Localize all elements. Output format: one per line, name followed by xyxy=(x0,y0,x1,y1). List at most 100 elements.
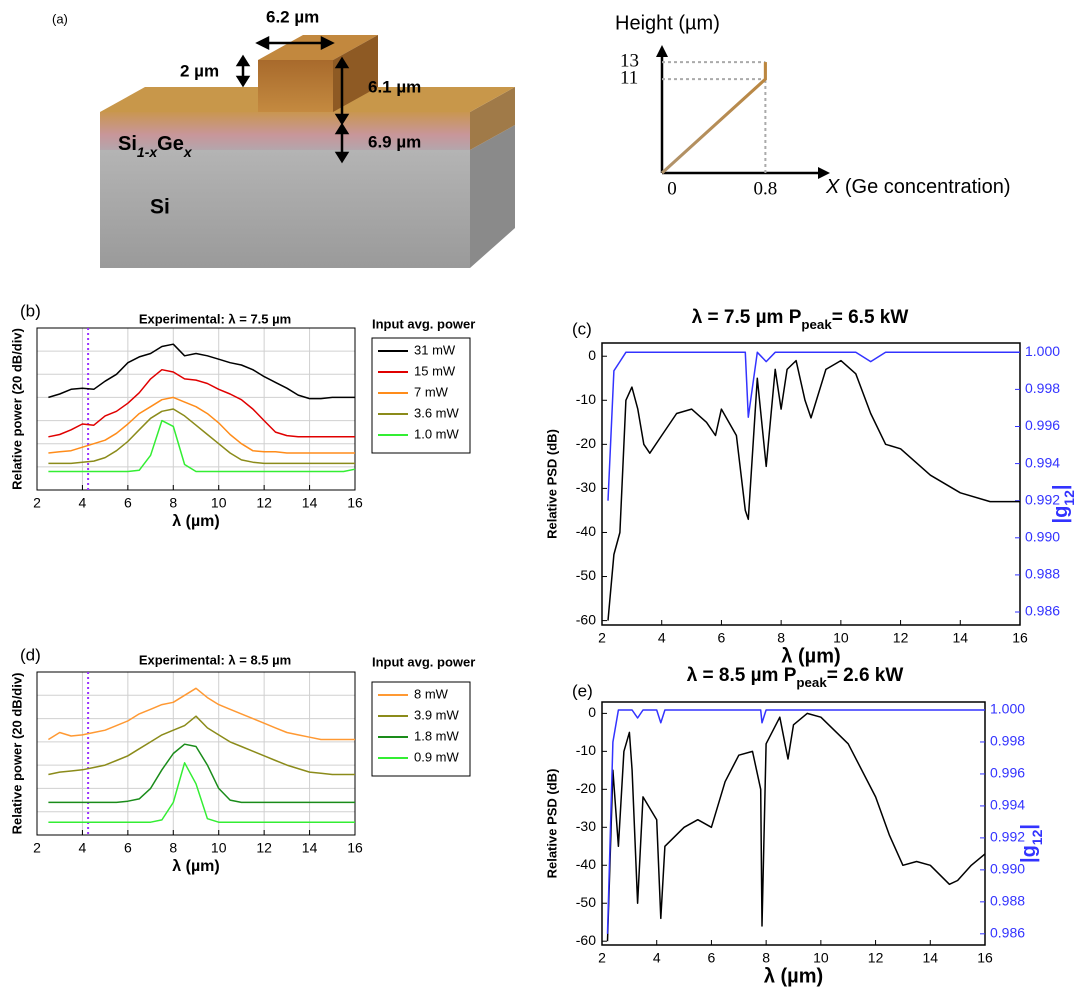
text-part: | xyxy=(1018,824,1040,830)
y-tick-label: -60 xyxy=(576,932,596,948)
y2-tick-label: 0.988 xyxy=(990,893,1025,909)
slab-front xyxy=(100,112,470,150)
y2-tick-label: 0.986 xyxy=(990,925,1025,941)
profile-overlay xyxy=(660,62,767,175)
width-label: 6.2 µm xyxy=(266,7,319,26)
plot-frame xyxy=(601,342,1021,626)
y-axis-label: Relative PSD (dB) xyxy=(544,769,559,879)
step-label: 2 µm xyxy=(180,61,219,80)
series-line xyxy=(48,343,355,400)
slab-material: Si1-xGex xyxy=(118,133,193,159)
text-part: λ = 8.5 µm P xyxy=(687,665,797,686)
x-tick-label: 8 xyxy=(777,630,785,646)
text-part: |g xyxy=(1018,845,1040,863)
x-tick-label: 0.8 xyxy=(754,178,778,199)
x-tick-label: 10 xyxy=(211,495,227,511)
x-tick-label: 6 xyxy=(708,950,716,966)
legend-label: 31 mW xyxy=(414,342,456,357)
chart-title: λ = 8.5 µm Ppeak= 2.6 kW xyxy=(687,665,904,690)
x-tick-label: 8 xyxy=(762,950,770,966)
x-tick-label: 12 xyxy=(256,495,272,511)
x-tick-label: 12 xyxy=(256,840,272,856)
y-tick-label: -50 xyxy=(576,894,596,910)
text-part: = 2.6 kW xyxy=(827,665,904,686)
text-part: (Ge concentration) xyxy=(839,176,1010,198)
x-tick-label: 2 xyxy=(33,840,41,856)
legend-box xyxy=(371,337,471,454)
y2-tick-label: 0.998 xyxy=(1025,380,1060,396)
series-line xyxy=(48,687,355,741)
x-tick-label: 2 xyxy=(598,950,606,966)
legend-title: Input avg. power xyxy=(372,316,475,331)
series-line xyxy=(48,408,355,465)
text-part: 1-x xyxy=(137,144,158,160)
y-tick-label: -60 xyxy=(576,611,596,627)
panel-label: (b) xyxy=(20,301,41,320)
x-tick-label: 14 xyxy=(302,495,318,511)
x-axis-arrow xyxy=(818,167,830,179)
ridge-side xyxy=(333,35,378,112)
x-tick-label: 12 xyxy=(868,950,884,966)
substrate-label: Si xyxy=(150,196,170,219)
text-part: Si xyxy=(118,133,137,155)
x-tick-label: 16 xyxy=(347,840,363,856)
ridge-top xyxy=(258,35,378,60)
x-tick-label: 6 xyxy=(124,840,132,856)
x-tick-label: 0 xyxy=(667,178,677,199)
y-tick-label: 0 xyxy=(588,704,596,720)
x-tick-label: 4 xyxy=(79,495,87,511)
y2-tick-label: 0.986 xyxy=(1025,603,1060,619)
y2-tick-label: 1.000 xyxy=(1025,343,1060,359)
y2-axis-label: |g12| xyxy=(1018,824,1044,863)
text-part: peak xyxy=(796,675,827,690)
text-part: 12 xyxy=(1061,490,1077,506)
y-axis-label: Relative power (20 dB/div) xyxy=(9,328,24,490)
x-tick-label: 14 xyxy=(922,950,938,966)
series-line xyxy=(48,743,355,804)
x-tick-label: 8 xyxy=(169,840,177,856)
y2-tick-label: 0.988 xyxy=(1025,566,1060,582)
x-tick-label: 14 xyxy=(952,630,968,646)
x-tick-label: 4 xyxy=(658,630,666,646)
y-tick-label: -30 xyxy=(576,479,596,495)
device-diagram: (a) 6.2 µm 2 µm 6.1 µm 6.9 µm Si1-xGex S… xyxy=(52,7,515,268)
series-line xyxy=(48,762,355,823)
profile-line xyxy=(660,62,767,175)
x-tick-label: 10 xyxy=(211,840,227,856)
legend-label: 1.0 mW xyxy=(414,426,460,441)
x-tick-label: 6 xyxy=(718,630,726,646)
x-tick-label: 10 xyxy=(813,950,829,966)
y-axis-arrow xyxy=(656,45,668,57)
y-tick-label: 11 xyxy=(620,67,638,88)
legend-label: 3.9 mW xyxy=(414,707,460,722)
series-line xyxy=(48,715,355,776)
text-part: peak xyxy=(801,317,832,332)
plot-frame xyxy=(36,327,356,491)
legend-title: Input avg. power xyxy=(372,654,475,669)
legend-box xyxy=(371,681,471,777)
slab-label: 6.9 µm xyxy=(368,132,421,151)
x-axis-label: λ (µm) xyxy=(764,965,823,987)
plot-frame xyxy=(36,671,356,836)
y-tick-label: -10 xyxy=(576,742,596,758)
text-part: | xyxy=(1050,485,1072,491)
x-tick-label: 16 xyxy=(1012,630,1028,646)
y2-tick-label: 0.994 xyxy=(1025,454,1060,470)
series-line xyxy=(48,396,355,454)
text-part: |g xyxy=(1050,506,1072,524)
y2-tick-label: 0.992 xyxy=(1025,491,1060,507)
legend-label: 15 mW xyxy=(414,363,456,378)
chart-title: Experimental: λ = 7.5 µm xyxy=(139,311,291,326)
y-tick-label: -30 xyxy=(576,818,596,834)
y2-tick-label: 0.996 xyxy=(1025,417,1060,433)
x-tick-label: 16 xyxy=(977,950,993,966)
x-tick-label: 2 xyxy=(33,495,41,511)
x-tick-label: 8 xyxy=(169,495,177,511)
series-line xyxy=(48,419,356,473)
x-axis-label: λ (µm) xyxy=(172,858,219,875)
y-tick-label: 13 xyxy=(620,50,639,71)
y2-tick-label: 0.990 xyxy=(1025,529,1060,545)
x-axis-label: λ (µm) xyxy=(781,645,840,667)
y-tick-label: -20 xyxy=(576,780,596,796)
